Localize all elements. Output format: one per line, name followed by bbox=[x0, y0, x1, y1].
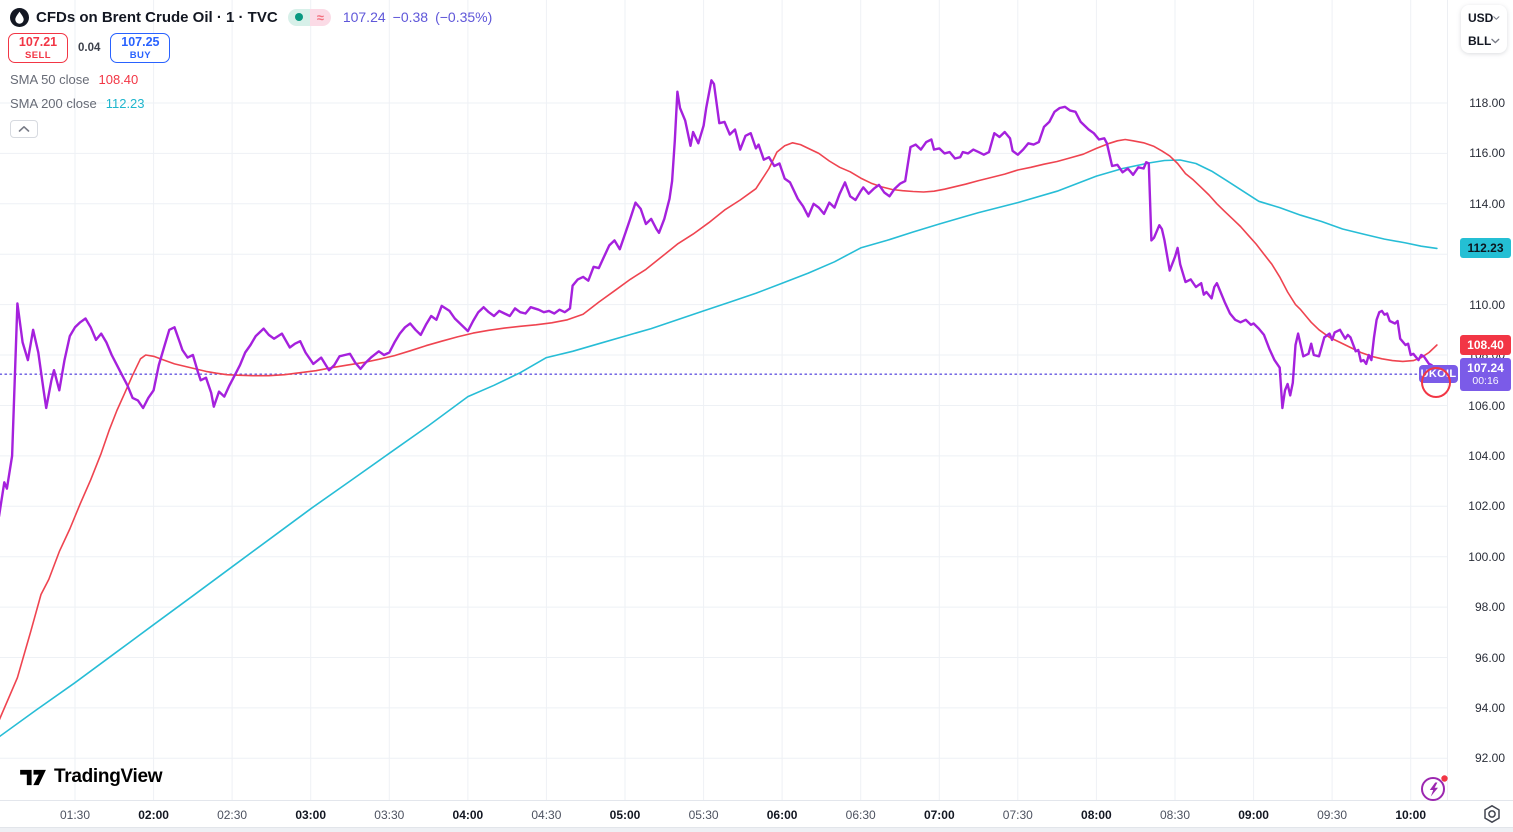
sma200-price-badge: 112.23 bbox=[1460, 238, 1511, 259]
last-price-badge: 107.24 00:16 bbox=[1460, 357, 1511, 391]
time-tick-label: 08:30 bbox=[1159, 808, 1191, 822]
price-tick-label: 100.00 bbox=[1468, 549, 1505, 564]
market-open-dot-icon bbox=[294, 13, 303, 21]
price-tick-label: 110.00 bbox=[1469, 297, 1505, 312]
indicator-sma50-row[interactable]: SMA 50 close 108.40 bbox=[10, 71, 492, 87]
tradingview-mark-icon bbox=[20, 769, 46, 785]
time-tick-label: 07:00 bbox=[923, 808, 955, 822]
highlight-circle-annotation bbox=[1421, 366, 1452, 398]
series-ukoil bbox=[0, 79, 1439, 518]
price-tick-label: 114.00 bbox=[1469, 196, 1505, 211]
bottom-edge-strip bbox=[0, 827, 1513, 832]
chevron-down-icon bbox=[1493, 15, 1500, 20]
time-axis[interactable]: 01:30 02:00 02:30 03:00 03:30 04:00 04:30 05:00… bbox=[0, 800, 1513, 827]
buy-button[interactable]: 107.25 BUY bbox=[110, 33, 171, 63]
price-tick-label: 102.00 bbox=[1468, 499, 1505, 514]
time-tick-label: 09:30 bbox=[1317, 808, 1348, 822]
market-status-pill[interactable] bbox=[287, 8, 310, 26]
price-tick-label: 92.00 bbox=[1474, 751, 1505, 766]
delayed-data-pill[interactable]: ≈ bbox=[309, 8, 331, 26]
indicator-sma50-value: 108.40 bbox=[98, 71, 139, 87]
time-tick-label: 02:00 bbox=[138, 808, 169, 822]
tradingview-wordmark: TradingView bbox=[54, 766, 163, 787]
collapse-legend-button[interactable] bbox=[10, 120, 38, 138]
indicator-sma50-label: SMA 50 close bbox=[10, 71, 90, 87]
currency-dropdown[interactable]: USD bbox=[1461, 8, 1507, 28]
time-tick-label: 04:30 bbox=[531, 808, 562, 822]
legend: CFDs on Brent Crude Oil · 1 · TVC ≈ 107.… bbox=[8, 6, 492, 138]
flash-alerts-button[interactable] bbox=[1419, 773, 1449, 803]
time-tick-label: 06:00 bbox=[766, 808, 798, 822]
time-tick-label: 01:30 bbox=[59, 808, 91, 822]
symbol-title[interactable]: CFDs on Brent Crude Oil · 1 · TVC bbox=[36, 8, 278, 26]
axis-settings-button[interactable] bbox=[1481, 804, 1503, 826]
time-tick-label: 03:00 bbox=[295, 808, 327, 822]
time-tick-label: 02:30 bbox=[217, 808, 248, 822]
price-tick-label: 94.00 bbox=[1474, 700, 1505, 715]
indicator-sma200-value: 112.23 bbox=[105, 95, 145, 111]
chart-canvas[interactable]: UKOIL bbox=[0, 0, 1458, 800]
notification-dot bbox=[1441, 775, 1448, 782]
trade-buttons-row: 107.21 SELL 0.04 107.25 BUY bbox=[8, 33, 492, 63]
price-axis[interactable]: 112.23 108.40 107.24 00:16 118.00 116.00 1… bbox=[1447, 0, 1513, 800]
time-tick-label: 10:00 bbox=[1395, 808, 1427, 822]
time-tick-label: 07:30 bbox=[1002, 808, 1033, 822]
price-tick-label: 98.00 bbox=[1474, 600, 1505, 615]
sell-button[interactable]: 107.21 SELL bbox=[8, 33, 68, 63]
symbol-title-row: CFDs on Brent Crude Oil · 1 · TVC ≈ 107.… bbox=[10, 6, 492, 28]
price-tick-label: 104.00 bbox=[1468, 448, 1505, 463]
chevron-down-icon bbox=[1491, 38, 1500, 43]
scale-unit-selector: USD BLL bbox=[1461, 5, 1507, 53]
last-price-value: 107.24 bbox=[342, 9, 386, 25]
time-tick-label: 06:30 bbox=[845, 808, 876, 822]
chart-plot bbox=[0, 0, 1447, 800]
time-tick-label: 03:30 bbox=[374, 808, 405, 822]
price-tick-label: 118.00 bbox=[1469, 96, 1505, 110]
spread-value: 0.04 bbox=[78, 42, 101, 54]
time-tick-label: 05:30 bbox=[688, 808, 719, 822]
series-sma-50 bbox=[0, 138, 1438, 721]
price-tick-label: 116.00 bbox=[1469, 146, 1505, 161]
time-tick-label: 09:00 bbox=[1238, 808, 1269, 822]
unit-dropdown[interactable]: BLL bbox=[1461, 31, 1507, 51]
time-tick-label: 05:00 bbox=[609, 808, 641, 822]
gear-icon bbox=[1484, 805, 1500, 823]
indicator-sma200-row[interactable]: SMA 200 close 112.23 bbox=[10, 95, 492, 111]
lightning-icon bbox=[1421, 775, 1448, 801]
last-price-line: 107.24 −0.38 (−0.35%) bbox=[343, 9, 492, 25]
price-change-percent: (−0.35%) bbox=[435, 9, 493, 25]
bar-countdown: 00:16 bbox=[1472, 375, 1499, 388]
price-tick-label: 96.00 bbox=[1474, 650, 1505, 665]
brent-oil-icon bbox=[10, 7, 29, 27]
tradingview-logo[interactable]: TradingView bbox=[20, 766, 163, 788]
price-change-value: −0.38 bbox=[392, 9, 429, 25]
price-tick-label: 106.00 bbox=[1468, 398, 1505, 413]
chevron-up-icon bbox=[18, 125, 30, 132]
series-sma-200 bbox=[0, 159, 1438, 738]
time-tick-label: 04:00 bbox=[452, 808, 484, 822]
approx-icon: ≈ bbox=[316, 9, 324, 25]
sma50-price-badge: 108.40 bbox=[1460, 335, 1511, 355]
indicator-sma200-label: SMA 200 close bbox=[10, 95, 97, 111]
symbol-status-pills: ≈ bbox=[287, 8, 331, 26]
time-tick-label: 08:00 bbox=[1081, 808, 1112, 822]
